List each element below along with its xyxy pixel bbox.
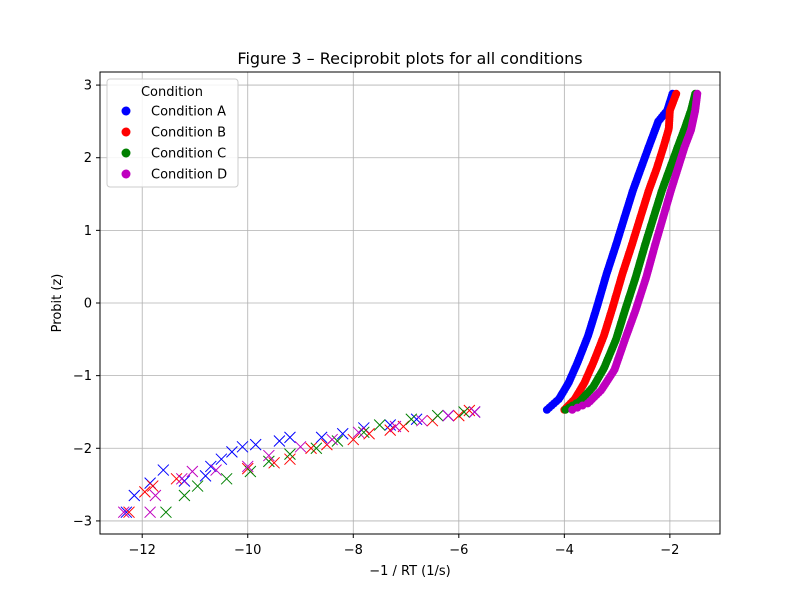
extreme-marker [384, 424, 397, 436]
legend-label: Condition B [151, 126, 226, 141]
extreme-marker [241, 460, 254, 473]
extreme-marker [215, 453, 228, 466]
data-point [672, 89, 681, 98]
legend-entries: Condition A Condition B Condition C Conditi… [121, 105, 227, 183]
extreme-marker [284, 431, 296, 444]
series-4 [117, 89, 702, 519]
extreme-marker [249, 438, 262, 451]
extreme-marker [210, 464, 222, 476]
extreme-marker [315, 431, 328, 444]
series-1 [120, 89, 677, 519]
extreme-marker [128, 489, 141, 502]
extreme-marker [120, 506, 133, 519]
y-axis-label: Probit (z) [50, 274, 65, 333]
extreme-marker [220, 472, 233, 485]
series-2 [123, 89, 681, 519]
extreme-marker [157, 464, 170, 476]
extreme-marker [175, 472, 188, 485]
x-axis-label: −1 / RT (1/s) [369, 564, 451, 579]
extreme-marker [160, 506, 172, 519]
extreme-marker [178, 489, 191, 502]
extreme-marker [262, 449, 275, 462]
legend-label: Condition A [151, 105, 226, 120]
extreme-marker [117, 506, 130, 519]
extreme-marker [405, 413, 418, 426]
x-tick-label: −8 [344, 543, 363, 558]
extreme-marker [144, 506, 156, 519]
extreme-marker [416, 414, 428, 427]
y-tick-label: 0 [84, 297, 92, 312]
extreme-marker [442, 409, 455, 422]
extreme-marker [357, 426, 370, 439]
extreme-marker [305, 442, 317, 455]
extreme-marker [170, 472, 183, 485]
y-tick-label: 1 [84, 224, 92, 239]
extreme-marker [468, 406, 481, 418]
y-tick-label: −3 [73, 514, 92, 529]
extreme-marker [226, 446, 238, 458]
plot-points [117, 89, 702, 519]
legend-box [106, 78, 239, 188]
extreme-marker [373, 419, 386, 431]
extreme-marker [389, 420, 402, 433]
extreme-marker [123, 506, 135, 519]
extreme-marker [186, 465, 199, 478]
series-3 [160, 89, 700, 519]
extreme-marker [262, 455, 275, 468]
extreme-marker [284, 453, 296, 466]
data-point [693, 89, 702, 98]
legend-marker [121, 127, 131, 137]
extreme-marker [431, 409, 444, 422]
x-tick-label: −12 [128, 543, 155, 558]
extreme-marker [199, 470, 212, 482]
extreme-marker [138, 486, 151, 498]
legend-title: Condition [141, 85, 203, 100]
extreme-marker [236, 440, 249, 453]
extreme-marker [294, 440, 307, 453]
y-tick-label: 3 [84, 79, 92, 94]
extreme-marker [273, 435, 286, 447]
x-tick-label: −4 [555, 543, 574, 558]
x-tick-label: −6 [449, 543, 468, 558]
legend-marker [121, 148, 131, 158]
legend-label: Condition D [151, 168, 227, 183]
extreme-marker [326, 433, 339, 446]
extreme-marker [284, 448, 296, 460]
legend-marker [121, 169, 131, 179]
extreme-marker [310, 442, 323, 455]
legend-marker [121, 106, 131, 116]
extreme-marker [347, 433, 360, 446]
extreme-marker [146, 480, 159, 492]
extreme-marker [352, 426, 365, 439]
y-tick-label: −2 [73, 442, 92, 457]
extreme-marker [191, 480, 204, 492]
y-tick-label: −1 [73, 369, 92, 384]
extreme-marker [149, 489, 162, 502]
y-tick-label: 2 [84, 151, 92, 166]
extreme-marker [458, 406, 470, 418]
extreme-marker [336, 427, 349, 440]
x-tick-label: −10 [234, 543, 261, 558]
extreme-marker [452, 409, 465, 422]
x-tick-label: −2 [660, 543, 679, 558]
extreme-marker [204, 460, 217, 473]
legend-label: Condition C [151, 147, 226, 162]
chart-title: Figure 3 – Reciprobit plots for all cond… [237, 49, 582, 68]
